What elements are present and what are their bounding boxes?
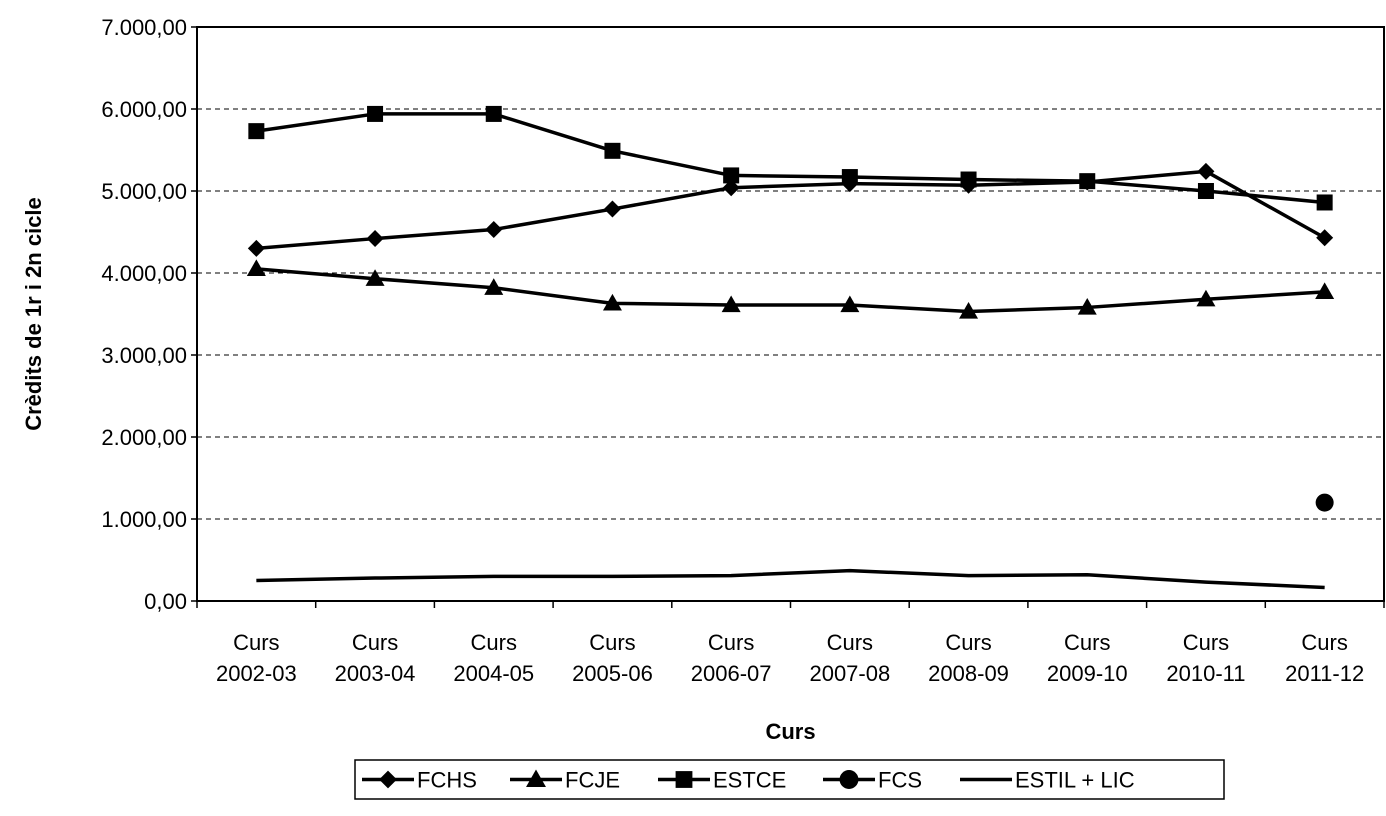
data-point-fcje bbox=[602, 293, 622, 311]
legend-marker-fcje bbox=[526, 769, 546, 787]
x-axis-title: Curs bbox=[765, 719, 815, 744]
x-tick-label: Curs 2011-12 bbox=[1285, 630, 1364, 686]
data-point-estce bbox=[367, 105, 384, 122]
legend-label-fcs: FCS bbox=[878, 768, 922, 793]
data-point-fcje bbox=[721, 295, 741, 313]
data-point-estce bbox=[723, 167, 740, 184]
data-point-fchs bbox=[1197, 162, 1215, 180]
data-point-fcje bbox=[1077, 297, 1097, 315]
legend-label-fchs: FCHS bbox=[417, 768, 477, 793]
x-tick-label: Curs 2003-04 bbox=[335, 630, 416, 686]
data-point-estce bbox=[1316, 194, 1333, 211]
y-tick-label: 2.000,00 bbox=[101, 425, 187, 450]
data-point-fcs bbox=[1315, 493, 1334, 512]
data-point-fchs bbox=[603, 200, 621, 218]
y-axis-title: Crèdits de 1r i 2n cicle bbox=[21, 197, 46, 431]
legend-marker-fchs bbox=[379, 770, 397, 789]
legend-box bbox=[354, 759, 1225, 800]
data-point-estce bbox=[841, 169, 858, 186]
data-point-fcje bbox=[959, 302, 979, 319]
y-tick-label: 4.000,00 bbox=[101, 261, 187, 286]
legend-label-estce: ESTCE bbox=[713, 768, 786, 793]
data-point-fcje bbox=[365, 269, 385, 286]
series-line-estce bbox=[256, 112, 1325, 205]
y-tick-label: 0,00 bbox=[144, 589, 187, 614]
y-tick-label: 6.000,00 bbox=[101, 97, 187, 122]
x-tick-label: Curs 2010-11 bbox=[1166, 630, 1245, 686]
series-line-estil-lic bbox=[256, 568, 1325, 590]
legend-item-estce: ESTCE bbox=[658, 768, 786, 793]
x-tick-label: Curs 2009-10 bbox=[1047, 630, 1128, 686]
data-point-estce bbox=[248, 123, 265, 140]
series-estil-lic bbox=[256, 568, 1325, 590]
x-tick-label: Curs 2005-06 bbox=[572, 630, 653, 686]
data-point-fchs bbox=[722, 179, 740, 197]
data-point-estce bbox=[960, 171, 977, 188]
legend-item-fcje: FCJE bbox=[510, 768, 620, 793]
data-point-fcje bbox=[484, 278, 504, 295]
series-fcje bbox=[246, 259, 1335, 319]
legend-item-fchs: FCHS bbox=[362, 768, 477, 793]
x-tick-label: Curs 2006-07 bbox=[691, 630, 772, 686]
legend-label-fcje: FCJE bbox=[565, 768, 620, 793]
data-point-fchs bbox=[1316, 229, 1334, 247]
legend-marker-estce bbox=[675, 771, 693, 788]
data-point-estce bbox=[1079, 173, 1096, 190]
data-point-fcje bbox=[840, 295, 860, 313]
data-point-fchs bbox=[247, 239, 265, 257]
labels: Curs Crèdits de 1r i 2n cicle bbox=[21, 197, 816, 744]
series-fcs bbox=[1315, 493, 1334, 512]
x-tick-label: Curs 2008-09 bbox=[928, 630, 1009, 686]
data-point-fcje bbox=[1315, 282, 1335, 299]
legend-item-estil-lic: ESTIL + LIC bbox=[960, 768, 1135, 793]
legend: FCHS FCJE ESTCE FCS ESTIL + LIC bbox=[354, 759, 1225, 800]
series-group bbox=[246, 105, 1335, 590]
x-tick-label: Curs 2007-08 bbox=[809, 630, 890, 686]
series-estce bbox=[248, 105, 1333, 211]
data-point-fchs bbox=[485, 221, 503, 239]
legend-item-fcs: FCS bbox=[823, 768, 922, 793]
x-tick-label: Curs 2004-05 bbox=[453, 630, 534, 686]
data-point-estce bbox=[485, 105, 502, 122]
series-line-fchs bbox=[256, 169, 1326, 251]
data-point-estce bbox=[604, 142, 621, 159]
data-point-fcje bbox=[1196, 289, 1216, 307]
data-point-fchs bbox=[366, 230, 384, 248]
series-line-fcje bbox=[256, 267, 1325, 314]
data-point-estce bbox=[1197, 183, 1214, 199]
y-tick-label: 3.000,00 bbox=[101, 343, 187, 368]
legend-label-estil-lic: ESTIL + LIC bbox=[1015, 768, 1135, 793]
y-tick-label: 5.000,00 bbox=[101, 179, 187, 204]
axes: 0,00 1.000,00 2.000,00 3.000,00 4.000,00 5.00… bbox=[101, 15, 1385, 686]
x-tick-label: Curs 2002-03 bbox=[216, 630, 297, 686]
data-point-fcje bbox=[246, 259, 266, 277]
legend-marker-fcs bbox=[839, 770, 859, 789]
y-tick-label: 7.000,00 bbox=[101, 15, 187, 40]
y-tick-label: 1.000,00 bbox=[101, 507, 187, 532]
